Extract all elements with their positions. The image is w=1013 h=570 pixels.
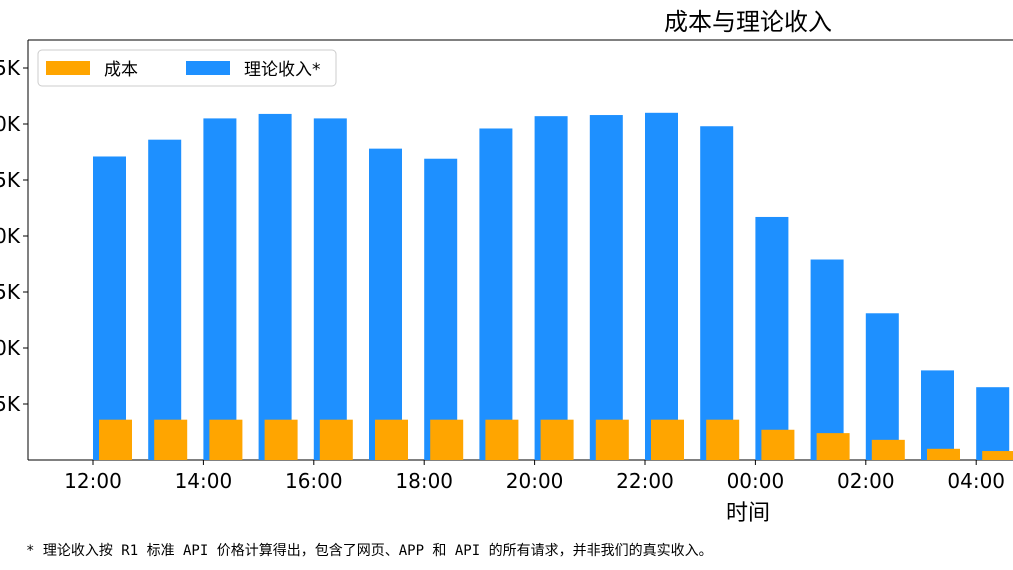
revenue-bar-21:00 <box>589 115 623 460</box>
cost-bar-01:00 <box>816 433 850 460</box>
x-axis-label: 时间 <box>726 501 770 526</box>
revenue-bar-23:00 <box>700 126 734 461</box>
cost-bar-13:00 <box>154 419 188 460</box>
x-tick-label: 18:00 <box>395 469 453 493</box>
cost-bar-04:00 <box>982 451 1013 460</box>
y-tick-label: 5K <box>0 392 21 416</box>
cost-bar-03:00 <box>927 448 960 460</box>
chart-title: 成本与理论收入 <box>664 8 832 36</box>
cost-bar-18:00 <box>430 419 464 460</box>
revenue-bar-20:00 <box>534 116 568 460</box>
x-tick-label: 00:00 <box>727 469 785 493</box>
revenue-bar-12:00 <box>93 156 126 461</box>
cost-bar-02:00 <box>871 439 905 460</box>
y-tick-label: 0K <box>0 336 21 360</box>
cost-bar-16:00 <box>319 419 353 460</box>
cost-bar-21:00 <box>595 419 629 460</box>
x-tick-label: 14:00 <box>175 469 233 493</box>
x-tick-label: 02:00 <box>837 469 895 493</box>
revenue-bar-22:00 <box>645 112 678 461</box>
legend-label-revenue: 理论收入* <box>244 60 321 80</box>
cost-bar-14:00 <box>209 419 243 460</box>
revenue-bar-02:00 <box>865 313 899 460</box>
revenue-bar-17:00 <box>369 148 402 460</box>
plot-area <box>27 39 1013 461</box>
x-tick-label: 04:00 <box>947 469 1005 493</box>
revenue-bar-13:00 <box>148 139 182 460</box>
legend: 成本 理论收入* <box>37 49 337 87</box>
y-axis: 5K 0K 5K 0K 5K 0K 5K <box>0 56 28 416</box>
y-tick-label: 5K <box>0 56 21 80</box>
footnote: * 理论收入按 R1 标准 API 价格计算得出，包含了网页、APP 和 API… <box>26 543 713 559</box>
x-axis: 12:00 14:00 16:00 18:00 20:00 22:00 00:00 02:00… <box>64 460 1005 493</box>
cost-bar-23:00 <box>706 419 740 460</box>
legend-swatch-cost <box>46 61 90 75</box>
y-tick-label: 5K <box>0 168 21 192</box>
x-tick-label: 12:00 <box>64 469 122 493</box>
legend-label-cost: 成本 <box>104 60 138 80</box>
x-tick-label: 22:00 <box>616 469 674 493</box>
revenue-bar-18:00 <box>424 158 458 460</box>
revenue-bar-19:00 <box>479 128 513 461</box>
revenue-bar-01:00 <box>810 259 844 460</box>
y-tick-label: 0K <box>0 112 21 136</box>
cost-bar-12:00 <box>99 419 132 460</box>
revenue-bar-14:00 <box>203 118 237 461</box>
y-tick-label: 5K <box>0 280 21 304</box>
legend-swatch-revenue <box>186 61 230 75</box>
cost-bar-15:00 <box>264 419 298 460</box>
cost-bar-17:00 <box>375 419 408 460</box>
y-tick-label: 0K <box>0 224 21 248</box>
cost-bar-00:00 <box>761 429 795 460</box>
cost-bar-22:00 <box>651 419 684 460</box>
revenue-bar-16:00 <box>313 118 347 461</box>
cost-bar-20:00 <box>540 419 574 460</box>
cost-bar-19:00 <box>485 419 519 460</box>
revenue-bar-00:00 <box>755 216 789 460</box>
x-tick-label: 20:00 <box>506 469 564 493</box>
revenue-bar-04:00 <box>976 387 1010 460</box>
x-tick-label: 16:00 <box>285 469 343 493</box>
revenue-bar-15:00 <box>258 113 292 461</box>
revenue-bar-03:00 <box>921 370 954 460</box>
